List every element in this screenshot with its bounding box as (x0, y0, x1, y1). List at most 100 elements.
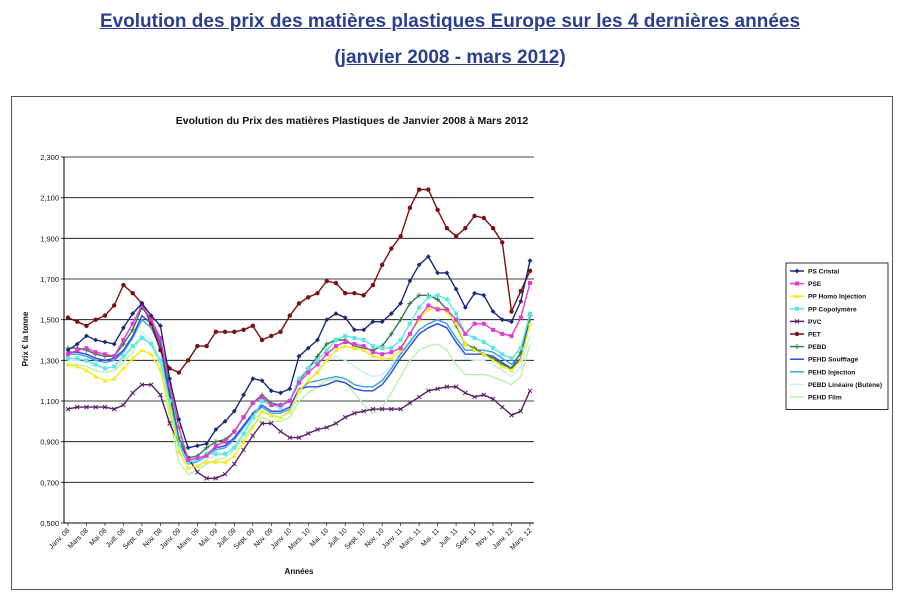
data-point (158, 335, 163, 340)
data-point (195, 343, 200, 349)
data-point (232, 445, 237, 450)
data-point (518, 408, 524, 414)
data-point (379, 262, 385, 267)
data-point (398, 406, 403, 412)
data-point (462, 390, 468, 396)
data-point (499, 364, 505, 369)
data-point (250, 425, 256, 430)
data-point (370, 353, 376, 359)
data-point (121, 282, 126, 288)
data-point (112, 364, 117, 369)
data-point (65, 362, 71, 367)
data-point (426, 295, 431, 300)
data-point (204, 451, 209, 456)
data-point (472, 321, 477, 326)
data-point (306, 366, 311, 371)
data-point (426, 303, 431, 308)
data-point (398, 346, 403, 351)
y-tick-label: 2,300 (40, 153, 59, 162)
data-point (407, 278, 413, 284)
legend-label: PET (808, 332, 821, 339)
data-point (75, 348, 80, 353)
data-point (213, 451, 218, 456)
data-point (176, 370, 182, 375)
data-point (241, 415, 246, 420)
data-point (352, 335, 357, 340)
data-point (352, 291, 357, 296)
data-point (500, 240, 505, 245)
legend-label: PP Copolymère (808, 306, 857, 313)
data-point (472, 335, 477, 340)
data-point (297, 380, 301, 385)
data-point (241, 392, 246, 398)
data-point (74, 364, 80, 369)
data-point (370, 406, 376, 412)
data-point (213, 475, 219, 481)
data-point (296, 388, 302, 393)
data-point (333, 311, 339, 316)
data-point (426, 388, 431, 394)
data-point (398, 234, 403, 239)
legend-marker (795, 281, 799, 286)
y-tick-label: 1,100 (40, 397, 59, 406)
data-point (333, 421, 339, 426)
data-point (389, 350, 394, 355)
legend-marker (794, 293, 800, 299)
data-point (74, 404, 80, 410)
data-point (462, 305, 468, 310)
data-point (306, 295, 311, 300)
data-point (305, 345, 311, 351)
data-point (93, 317, 98, 322)
data-point (333, 344, 338, 349)
data-point (204, 475, 209, 481)
data-point (121, 354, 126, 359)
data-point (444, 270, 450, 276)
x-tick-label: Mai. 11 (420, 527, 441, 548)
data-point (148, 382, 154, 388)
data-point (370, 282, 376, 288)
data-point (389, 406, 394, 412)
data-point (528, 281, 532, 286)
data-point (370, 344, 375, 349)
data-point (139, 335, 144, 340)
data-point (435, 207, 440, 213)
data-point (500, 331, 505, 336)
data-point (454, 317, 459, 322)
data-point (93, 362, 98, 367)
x-axis-title: Années (285, 567, 314, 576)
data-point (343, 340, 348, 345)
data-point (417, 315, 422, 320)
data-point (361, 327, 367, 333)
data-point (453, 321, 459, 326)
data-point (260, 394, 265, 399)
y-tick-label: 2,100 (40, 194, 59, 203)
data-point (324, 352, 329, 357)
data-point (481, 292, 487, 298)
data-point (389, 311, 394, 316)
data-point (500, 352, 505, 357)
data-point (425, 307, 431, 312)
data-point (398, 338, 403, 342)
data-point (158, 368, 163, 373)
data-point (425, 254, 431, 260)
data-point (167, 421, 172, 426)
data-point (176, 425, 181, 430)
data-point (416, 187, 422, 192)
data-point (185, 465, 191, 471)
legend-label: PVC (808, 319, 822, 326)
data-point (278, 429, 283, 434)
data-point (407, 205, 413, 211)
series-line (67, 282, 531, 461)
data-point (186, 460, 191, 464)
data-point (398, 301, 404, 306)
data-point (250, 323, 255, 328)
data-point (93, 374, 99, 379)
line-chart: Evolution du Prix des matières Plastique… (21, 115, 889, 576)
data-point (167, 399, 172, 403)
data-point (444, 297, 449, 302)
data-point (232, 329, 237, 335)
data-point (139, 347, 145, 353)
data-point (102, 313, 108, 318)
data-point (380, 352, 385, 357)
y-axis-title: Prix € la tonne (21, 311, 30, 366)
